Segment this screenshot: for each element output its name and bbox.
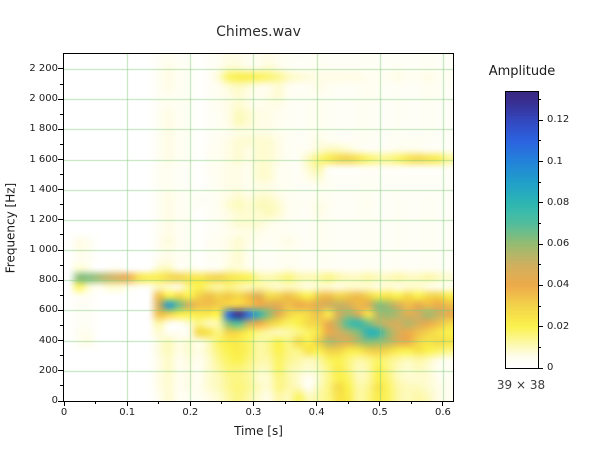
x-minor-tick: [284, 402, 286, 404]
y-major-tick: [58, 159, 63, 160]
colorbar-major-tick: [539, 367, 543, 369]
colorbar-frame: [505, 91, 539, 369]
y-major-tick: [58, 279, 63, 281]
y-tick-label: 1 400: [29, 183, 58, 195]
y-tick-label: 1 800: [29, 123, 58, 135]
y-minor-tick: [60, 83, 63, 85]
colorbar-tick-label: 0.08: [547, 196, 570, 208]
y-major-tick: [58, 189, 63, 191]
y-minor-tick: [60, 294, 63, 296]
x-minor-tick: [221, 402, 223, 404]
colorbar-minor-tick: [539, 222, 541, 224]
colorbar-tick-label: 0.1: [547, 155, 563, 167]
y-tick-label: 600: [38, 304, 58, 316]
x-minor-tick: [95, 402, 97, 404]
colorbar-minor-tick: [539, 99, 541, 101]
x-major-tick: [189, 402, 191, 406]
colorbar-gradient: [506, 92, 538, 368]
y-minor-tick: [60, 385, 63, 387]
y-tick-label: 1 600: [29, 153, 58, 165]
x-major-tick: [379, 402, 381, 406]
y-minor-tick: [60, 355, 63, 357]
x-tick-label: 0: [60, 407, 68, 418]
x-major-tick: [252, 402, 254, 406]
y-major-tick: [58, 400, 63, 402]
colorbar-title: Amplitude: [488, 64, 556, 79]
y-major-tick: [58, 370, 63, 372]
x-minor-tick: [410, 402, 412, 404]
y-minor-tick: [60, 143, 63, 145]
colorbar-tick-label: 0.04: [547, 279, 570, 291]
x-tick-label: 0.1: [119, 407, 136, 418]
colorbar-major-tick: [539, 243, 543, 245]
y-minor-tick: [60, 204, 63, 206]
x-tick-label: 0.4: [308, 407, 325, 418]
x-tick-label: 0.5: [371, 407, 388, 418]
x-minor-tick: [158, 402, 160, 404]
y-minor-tick: [60, 325, 63, 327]
chart-title: Chimes.wav: [216, 24, 301, 40]
y-major-tick: [58, 98, 63, 100]
y-tick-label: 2 200: [29, 62, 58, 74]
colorbar-major-tick: [539, 284, 543, 286]
y-major-tick: [58, 128, 63, 130]
x-major-tick: [442, 402, 444, 406]
x-major-tick: [63, 402, 65, 406]
y-major-tick: [58, 219, 63, 221]
colorbar-major-tick: [539, 119, 543, 121]
y-tick-label: 1 000: [29, 244, 58, 256]
matrix-size-note: 39 × 38: [496, 378, 546, 392]
colorbar-minor-tick: [539, 305, 541, 307]
y-minor-tick: [60, 264, 63, 266]
colorbar-tick-label: 0: [547, 362, 554, 373]
x-tick-label: 0.6: [435, 407, 451, 418]
y-tick-label: 800: [38, 274, 58, 286]
y-tick-label: 400: [38, 334, 58, 346]
colorbar-minor-tick: [539, 264, 541, 266]
colorbar-minor-tick: [539, 140, 541, 142]
y-tick-label: 0: [51, 395, 58, 406]
y-minor-tick: [60, 234, 63, 236]
x-axis-label: Time [s]: [234, 424, 283, 438]
y-major-tick: [58, 249, 63, 251]
x-major-tick: [126, 402, 128, 406]
y-tick-label: 2 000: [29, 93, 58, 105]
colorbar-tick-label: 0.12: [547, 114, 570, 126]
y-major-tick: [58, 340, 63, 342]
y-minor-tick: [60, 113, 63, 115]
y-major-tick: [58, 68, 63, 70]
y-minor-tick: [60, 174, 63, 176]
x-major-tick: [316, 402, 318, 406]
colorbar-tick-label: 0.02: [547, 320, 570, 332]
plot-frame: [63, 53, 454, 402]
colorbar-minor-tick: [539, 181, 541, 183]
colorbar-major-tick: [539, 161, 543, 163]
y-tick-label: 200: [38, 364, 58, 376]
x-tick-label: 0.2: [182, 407, 199, 418]
spectrogram-heatmap: [64, 54, 453, 401]
x-minor-tick: [347, 402, 349, 404]
y-major-tick: [58, 309, 63, 311]
x-tick-label: 0.3: [245, 407, 262, 418]
colorbar-tick-label: 0.06: [547, 238, 570, 250]
colorbar-minor-tick: [539, 346, 541, 348]
colorbar-major-tick: [539, 202, 543, 204]
colorbar-major-tick: [539, 326, 543, 328]
y-axis-label: Frequency [Hz]: [3, 182, 17, 273]
y-tick-label: 1 200: [29, 213, 58, 225]
